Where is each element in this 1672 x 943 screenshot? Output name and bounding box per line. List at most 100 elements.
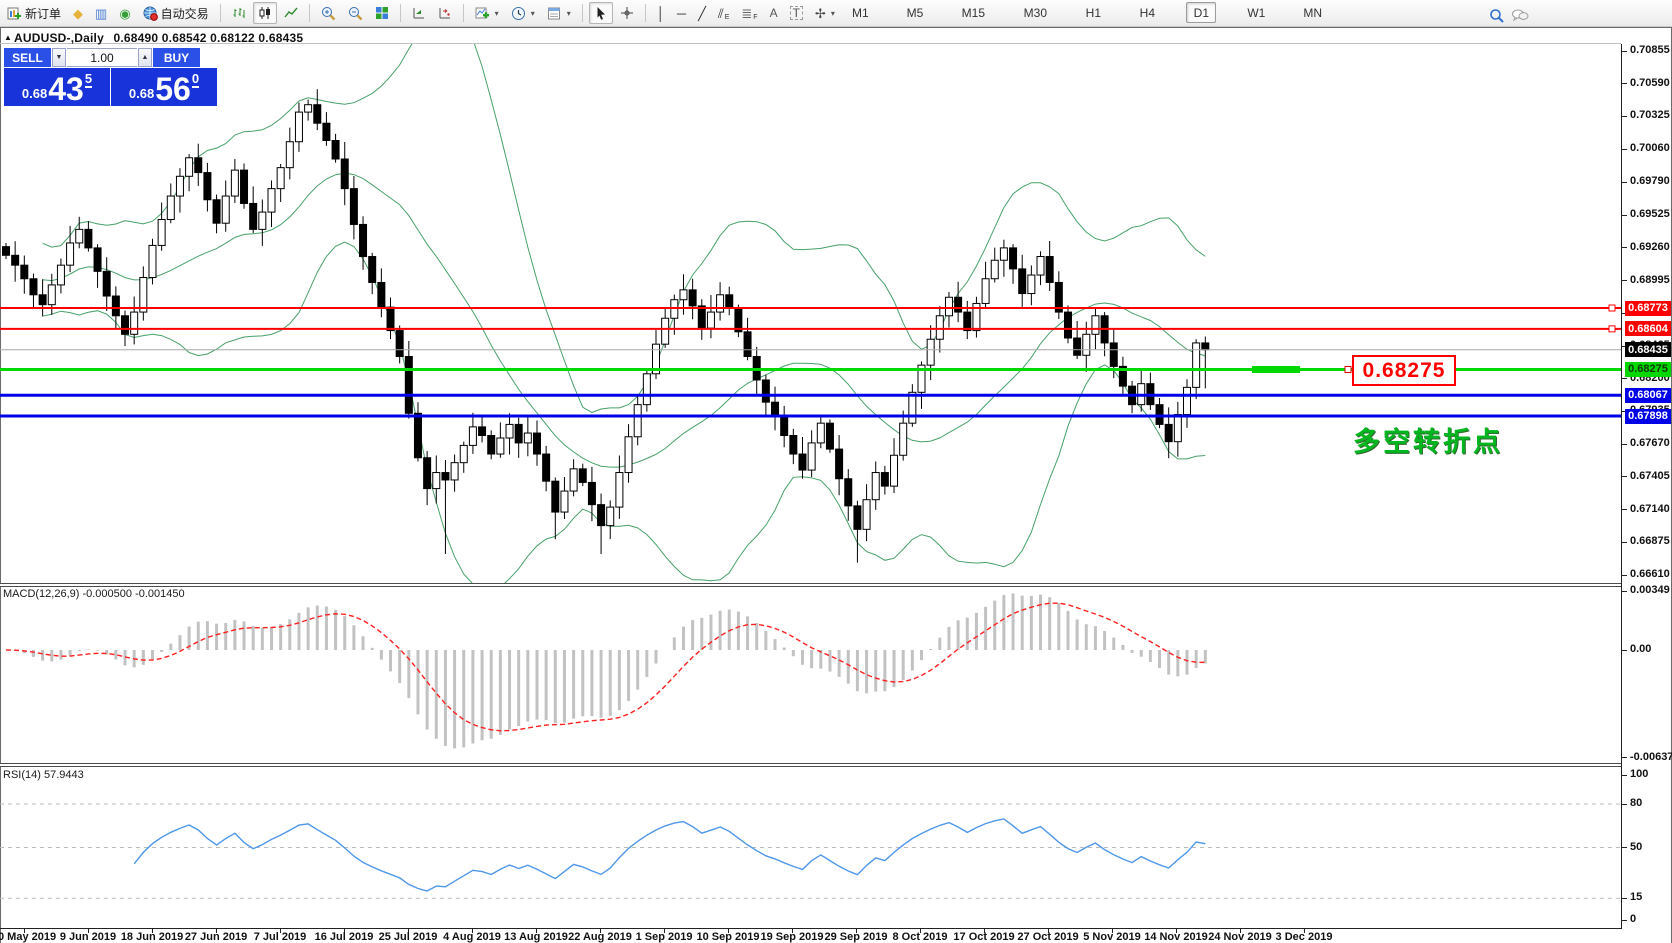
templates-button[interactable] (542, 2, 576, 24)
hline-anchor-handle[interactable] (1344, 365, 1352, 373)
price-line-label-0.68773[interactable]: 0.68773 (1625, 300, 1671, 316)
bull-candle (871, 472, 880, 501)
timeframe-button-m1[interactable]: M1 (845, 2, 876, 23)
hline-end-handle[interactable] (1608, 304, 1616, 312)
auto-trading-button[interactable]: 自动交易 (138, 2, 214, 24)
new-order-button[interactable]: 新订单 (2, 2, 66, 24)
search-button[interactable] (1484, 5, 1510, 27)
sell-price-prefix: 0.68 (21, 86, 48, 101)
bear-candle (743, 331, 752, 358)
text-label-tool-button[interactable]: T (785, 2, 808, 24)
bull-candle (66, 242, 75, 266)
volume-input[interactable] (67, 48, 137, 67)
line-chart-mode-button[interactable] (279, 2, 303, 24)
bull-candle (917, 364, 926, 393)
bull-candle (56, 264, 65, 286)
shapes-tool-button[interactable]: ✢ (810, 2, 840, 24)
bear-candle (111, 295, 120, 317)
sell-button[interactable]: SELL (4, 48, 51, 67)
favorites-button[interactable]: ◆ (68, 2, 88, 24)
bull-candle (652, 343, 661, 375)
cursor-tool-button[interactable] (588, 2, 613, 24)
price-tick-label: 0.67140 (1630, 502, 1670, 515)
time-axis-label: 5 Nov 2019 (1083, 931, 1141, 943)
bear-candle (249, 202, 258, 230)
zoom-out-button[interactable] (343, 2, 368, 24)
vertical-line-tool-button[interactable]: │ (652, 2, 670, 24)
sell-price-pip: 5 (84, 71, 93, 88)
timeframe-button-m15[interactable]: M15 (954, 2, 992, 23)
price-line-label-0.67898[interactable]: 0.67898 (1625, 408, 1671, 424)
zoom-in-icon (321, 6, 336, 20)
channel-sub-label: E (724, 13, 730, 21)
volume-increase-button[interactable]: ▲ (138, 48, 152, 67)
buy-price-box[interactable]: 0.68 56 0 (111, 68, 217, 106)
collapse-arrow-icon[interactable]: ▲ (4, 33, 12, 42)
price-line-label-0.68067[interactable]: 0.68067 (1625, 387, 1671, 403)
bear-candle (789, 435, 798, 455)
bollinger-middle-band (42, 172, 1206, 468)
price-tick-label: 0.67670 (1630, 437, 1670, 450)
timeframe-button-m5[interactable]: M5 (900, 2, 931, 23)
sell-price-box[interactable]: 0.68 43 5 (4, 68, 110, 106)
timeframe-button-h4[interactable]: H4 (1132, 2, 1162, 23)
time-tick-mark (856, 929, 857, 933)
channel-tool-button[interactable]: ⫽ E (713, 2, 734, 24)
bear-candle (1164, 423, 1173, 443)
timeframe-button-m30[interactable]: M30 (1016, 2, 1054, 23)
rsi-pane-separator[interactable] (0, 763, 1621, 767)
bar-chart-mode-button[interactable] (227, 2, 251, 24)
price-line-label-0.68604[interactable]: 0.68604 (1625, 321, 1671, 337)
price-tick-mark (1622, 50, 1627, 52)
buy-button[interactable]: BUY (153, 48, 200, 67)
hline-drag-handle[interactable] (1252, 365, 1300, 373)
timeframe-button-d1[interactable]: D1 (1186, 2, 1217, 23)
price-line-label-0.68275[interactable]: 0.68275 (1625, 361, 1671, 377)
time-tick-mark (1304, 929, 1305, 933)
clock-icon (511, 6, 525, 20)
chart-shift-button[interactable] (433, 2, 457, 24)
autotrade-globe-icon (143, 6, 158, 21)
turning-point-note[interactable]: 多空转折点 (1353, 427, 1503, 457)
time-axis-label: 18 Jun 2019 (120, 931, 184, 943)
timeframe-button-mn[interactable]: MN (1296, 2, 1329, 23)
toolbar-separator (581, 4, 583, 22)
yellow-tag-icon: ◆ (73, 5, 84, 21)
chart-title: AUDUSD-,Daily 0.68490 0.68542 0.68122 0.… (14, 31, 303, 45)
periods-button[interactable] (506, 2, 540, 24)
rsi-line (133, 818, 1206, 892)
bull-candle (221, 195, 230, 224)
candlestick-mode-button[interactable] (252, 2, 277, 24)
bull-candle (185, 157, 194, 177)
auto-scroll-button[interactable] (407, 2, 431, 24)
bull-candle (1091, 315, 1100, 335)
indicators-button[interactable] (470, 2, 504, 24)
profiles-button[interactable]: ▥ (90, 2, 112, 24)
bear-candle (478, 426, 487, 437)
signals-button[interactable]: ◉ (114, 2, 135, 24)
bear-candle (542, 453, 551, 482)
macd-pane-separator[interactable] (0, 583, 1621, 587)
price-tick-mark (1622, 312, 1627, 314)
arrow-label-tool-button[interactable]: A (765, 2, 783, 24)
bear-candle (38, 294, 47, 306)
fibonacci-tool-button[interactable]: ≣ F (736, 2, 762, 24)
price-tag-label[interactable]: 0.68275 (1352, 355, 1456, 386)
main-toolbar: 新订单 ◆ ▥ ◉ 自动交易 (0, 0, 1672, 27)
time-tick-mark (920, 929, 921, 933)
hline-end-handle[interactable] (1608, 325, 1616, 333)
timeframe-button-h1[interactable]: H1 (1078, 2, 1108, 23)
vertical-line-icon: │ (656, 5, 665, 21)
chat-button[interactable] (1506, 5, 1534, 27)
trendline-tool-button[interactable]: ╱ (693, 2, 711, 24)
tile-windows-button[interactable] (370, 2, 394, 24)
crosshair-tool-button[interactable] (615, 2, 639, 24)
price-tick-mark (1622, 378, 1627, 380)
time-axis-label: 30 May 2019 (0, 931, 57, 943)
zoom-in-button[interactable] (316, 2, 341, 24)
horizontal-line-tool-button[interactable]: ─ (672, 2, 691, 24)
timeframe-button-w1[interactable]: W1 (1240, 2, 1272, 23)
volume-decrease-button[interactable]: ▼ (52, 48, 66, 67)
price-line-label-0.68435[interactable]: 0.68435 (1625, 342, 1671, 358)
bear-candle (1201, 342, 1210, 351)
